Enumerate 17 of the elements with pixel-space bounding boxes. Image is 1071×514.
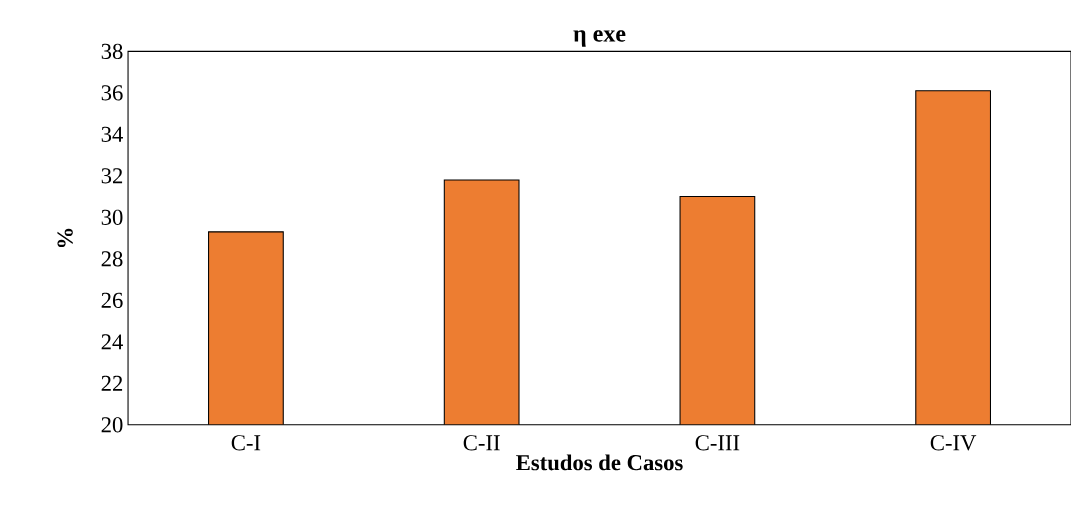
y-tick-label: 24 — [101, 334, 123, 350]
x-tick-label: C-III — [695, 435, 740, 451]
y-tick-label: 30 — [101, 209, 123, 225]
x-tick-label: C-II — [463, 435, 500, 451]
x-tick-label: C-IV — [930, 435, 977, 451]
y-tick-label: 38 — [101, 43, 123, 59]
y-tick-label: 28 — [101, 251, 123, 267]
y-tick-label: 22 — [101, 375, 123, 391]
y-axis-title: % — [57, 228, 73, 248]
chart-title: η exe — [573, 30, 626, 47]
x-tick-label: C-I — [231, 435, 261, 451]
y-tick-label: 34 — [101, 126, 123, 142]
y-tick-label: 20 — [101, 417, 123, 433]
x-axis-title: Estudos de Casos — [516, 454, 683, 471]
y-tick-label: 36 — [101, 85, 123, 101]
y-tick-label: 26 — [101, 292, 123, 308]
y-tick-label: 32 — [101, 168, 123, 184]
